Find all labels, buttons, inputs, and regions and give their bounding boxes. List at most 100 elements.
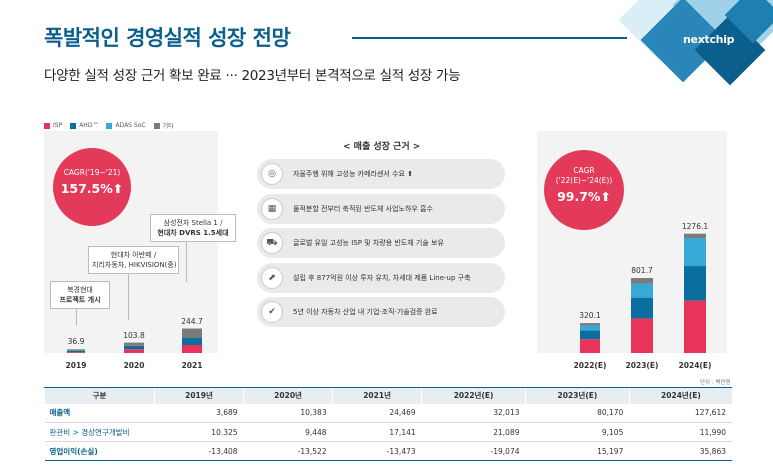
table-cell: 15,197 — [525, 441, 630, 461]
table-header-row: 구분 2019년 2020년 2021년 2022년(E) 2023년(E) 2… — [44, 387, 732, 404]
camera-sensor-icon: ◎ — [261, 163, 283, 185]
table-header-cell: 2022년(E) — [421, 387, 526, 404]
chart-legend: ISP AHD™ ADAS SoC 기타 — [44, 121, 174, 130]
table-cell: 9,448 — [243, 422, 333, 442]
reason-item: ⬈ 설립 후 877억원 이상 투자 유치, 차세대 제품 Line-up 구축 — [257, 263, 505, 293]
reason-item: ✔ 5년 이상 자동차 산업 내 기업·조직·기술검증 완료 — [257, 297, 505, 327]
reason-text: 물적분할 전부터 축적된 반도체 사업노하우 흡수 — [293, 205, 433, 213]
legend-item-ahd: AHD™ — [70, 121, 98, 130]
bar-segment-2020-isp — [124, 349, 144, 353]
reason-item: ◎ 자율주행 위해 고성능 카메라센서 수요 ⬆ — [257, 159, 505, 189]
reason-text: 자율주행 위해 고성능 카메라센서 수요 ⬆ — [293, 170, 414, 178]
reason-text: 글로벌 유일 고성능 ISP 및 차량용 반도체 기술 보유 — [293, 239, 444, 247]
table-cell: -13,473 — [332, 441, 422, 461]
cagr-badge-historical: CAGR('19~'21) 157.5%⬆ — [53, 148, 131, 226]
bar-value-label: 244.7 — [181, 316, 203, 326]
bar-segment-2019-other — [67, 349, 85, 351]
verified-icon: ✔ — [261, 301, 283, 323]
table-header-cell: 2020년 — [243, 387, 333, 404]
bar-segment-2022(E)-ahd — [580, 330, 600, 340]
legend-item-isp: ISP — [44, 121, 62, 130]
row-label: 매출액 — [44, 403, 155, 423]
unit-label: 단위 : 백만원 — [700, 380, 731, 386]
bar-segment-2023(E)-ahd — [631, 297, 653, 319]
chip-icon: ▦ — [261, 198, 283, 220]
table-cell: -19,074 — [421, 441, 526, 461]
bar-segment-2020-other — [124, 342, 144, 346]
table-cell: 10,383 — [243, 403, 333, 423]
investment-icon: ⬈ — [261, 267, 283, 289]
bar-value-label: 36.9 — [67, 337, 85, 347]
table-header-cell: 2023년(E) — [525, 387, 630, 404]
x-tick-label: 2022(E) — [573, 361, 607, 370]
car-icon: ⛟ — [261, 232, 283, 254]
table-cell: 11,990 — [629, 422, 732, 442]
nextchip-logo: nextchip — [683, 33, 735, 46]
bar-segment-2021-ahd — [182, 338, 202, 345]
table-cell: 21,089 — [421, 422, 526, 442]
x-tick-label: 2021 — [181, 361, 203, 370]
reason-text: 5년 이상 자동차 산업 내 기업·조직·기술검증 완료 — [293, 308, 438, 316]
callout-connector — [128, 272, 129, 320]
table-header-cell: 2021년 — [332, 387, 422, 404]
bar-value-label: 320.1 — [579, 311, 601, 321]
title-divider — [352, 37, 627, 39]
bar-value-label: 103.8 — [123, 330, 145, 340]
x-tick-label: 2024(E) — [678, 361, 712, 370]
table-header-cell: 2024년(E) — [628, 387, 732, 404]
table-cell: 3,689 — [154, 403, 244, 423]
table-row-rnd: 판관비 > 경상연구개발비 10.325 9,448 17,141 21,089… — [44, 422, 732, 442]
legend-item-adas: ADAS SoC — [106, 121, 146, 130]
table-cell: 9,105 — [525, 422, 630, 442]
x-tick-label: 2020 — [123, 361, 145, 370]
table-cell: -13,408 — [154, 441, 244, 461]
cagr-badge-forecast: CAGR ('22(E)~'24(E)) 99.7%⬆ — [544, 150, 624, 230]
bar-segment-2022(E)-other — [580, 323, 600, 326]
bar-segment-2024(E)-other — [684, 233, 706, 238]
reason-item: ⛟ 글로벌 유일 고성능 ISP 및 차량용 반도체 기술 보유 — [257, 228, 505, 258]
financial-table: 구분 2019년 2020년 2021년 2022년(E) 2023년(E) 2… — [44, 387, 732, 461]
bar-segment-2024(E)-adas — [684, 237, 706, 267]
bar-segment-2023(E)-isp — [631, 318, 653, 353]
x-tick-label: 2023(E) — [625, 361, 659, 370]
callout-2020: 현대차 아반떼 / 지리자동차, HIKVISION(중) — [88, 246, 179, 274]
table-cell: 127,612 — [629, 403, 732, 423]
x-tick-label: 2019 — [65, 361, 87, 370]
page-subtitle: 다양한 실적 성장 근거 확보 완료 ··· 2023년부터 본격적으로 실적 … — [44, 68, 461, 84]
legend-item-other: 기타 — [153, 121, 174, 130]
table-header-cell: 2019년 — [153, 387, 244, 404]
bar-segment-2022(E)-isp — [580, 339, 600, 353]
bar-segment-2020-ahd — [124, 345, 144, 350]
bar-segment-2021-other — [182, 328, 202, 338]
reasons-heading: < 매출 성장 근거 > — [343, 142, 421, 152]
bar-segment-2024(E)-isp — [684, 300, 706, 353]
callout-2021: 삼성전자 Stella 1 / 현대차 DVRS 1.5세대 — [150, 214, 236, 242]
bar-segment-2021-isp — [182, 345, 202, 353]
page-title: 폭발적인 경영실적 성장 전망 — [44, 26, 291, 50]
row-label: 판관비 > 경상연구개발비 — [44, 422, 155, 442]
table-cell: 24,469 — [332, 403, 422, 423]
table-cell: 32,013 — [421, 403, 526, 423]
row-label: 영업이익(손실) — [44, 441, 155, 461]
callout-connector — [76, 306, 77, 326]
bar-segment-2019-ahd — [67, 350, 85, 353]
callout-connector — [186, 242, 187, 282]
reason-item: ▦ 물적분할 전부터 축적된 반도체 사업노하우 흡수 — [257, 194, 505, 224]
table-row-revenue: 매출액 3,689 10,383 24,469 32,013 80,170 12… — [44, 403, 732, 423]
bar-segment-2024(E)-ahd — [684, 266, 706, 301]
bar-segment-2023(E)-adas — [631, 283, 653, 298]
bar-segment-2019-isp — [67, 352, 85, 353]
bar-segment-2023(E)-other — [631, 278, 653, 284]
reason-text: 설립 후 877억원 이상 투자 유치, 차세대 제품 Line-up 구축 — [293, 274, 471, 282]
bar-segment-2022(E)-adas — [580, 325, 600, 331]
bar-value-label: 801.7 — [631, 266, 653, 276]
table-cell: 10.325 — [154, 422, 244, 442]
bar-value-label: 1276.1 — [681, 221, 709, 231]
table-row-operating-income: 영업이익(손실) -13,408 -13,522 -13,473 -19,074… — [44, 441, 732, 461]
table-header-cell: 구분 — [44, 387, 155, 404]
callout-2019: 북경현대 프로젝트 개시 — [50, 281, 110, 309]
table-cell: 80,170 — [525, 403, 630, 423]
table-cell: 17,141 — [332, 422, 422, 442]
table-cell: -13,522 — [243, 441, 333, 461]
